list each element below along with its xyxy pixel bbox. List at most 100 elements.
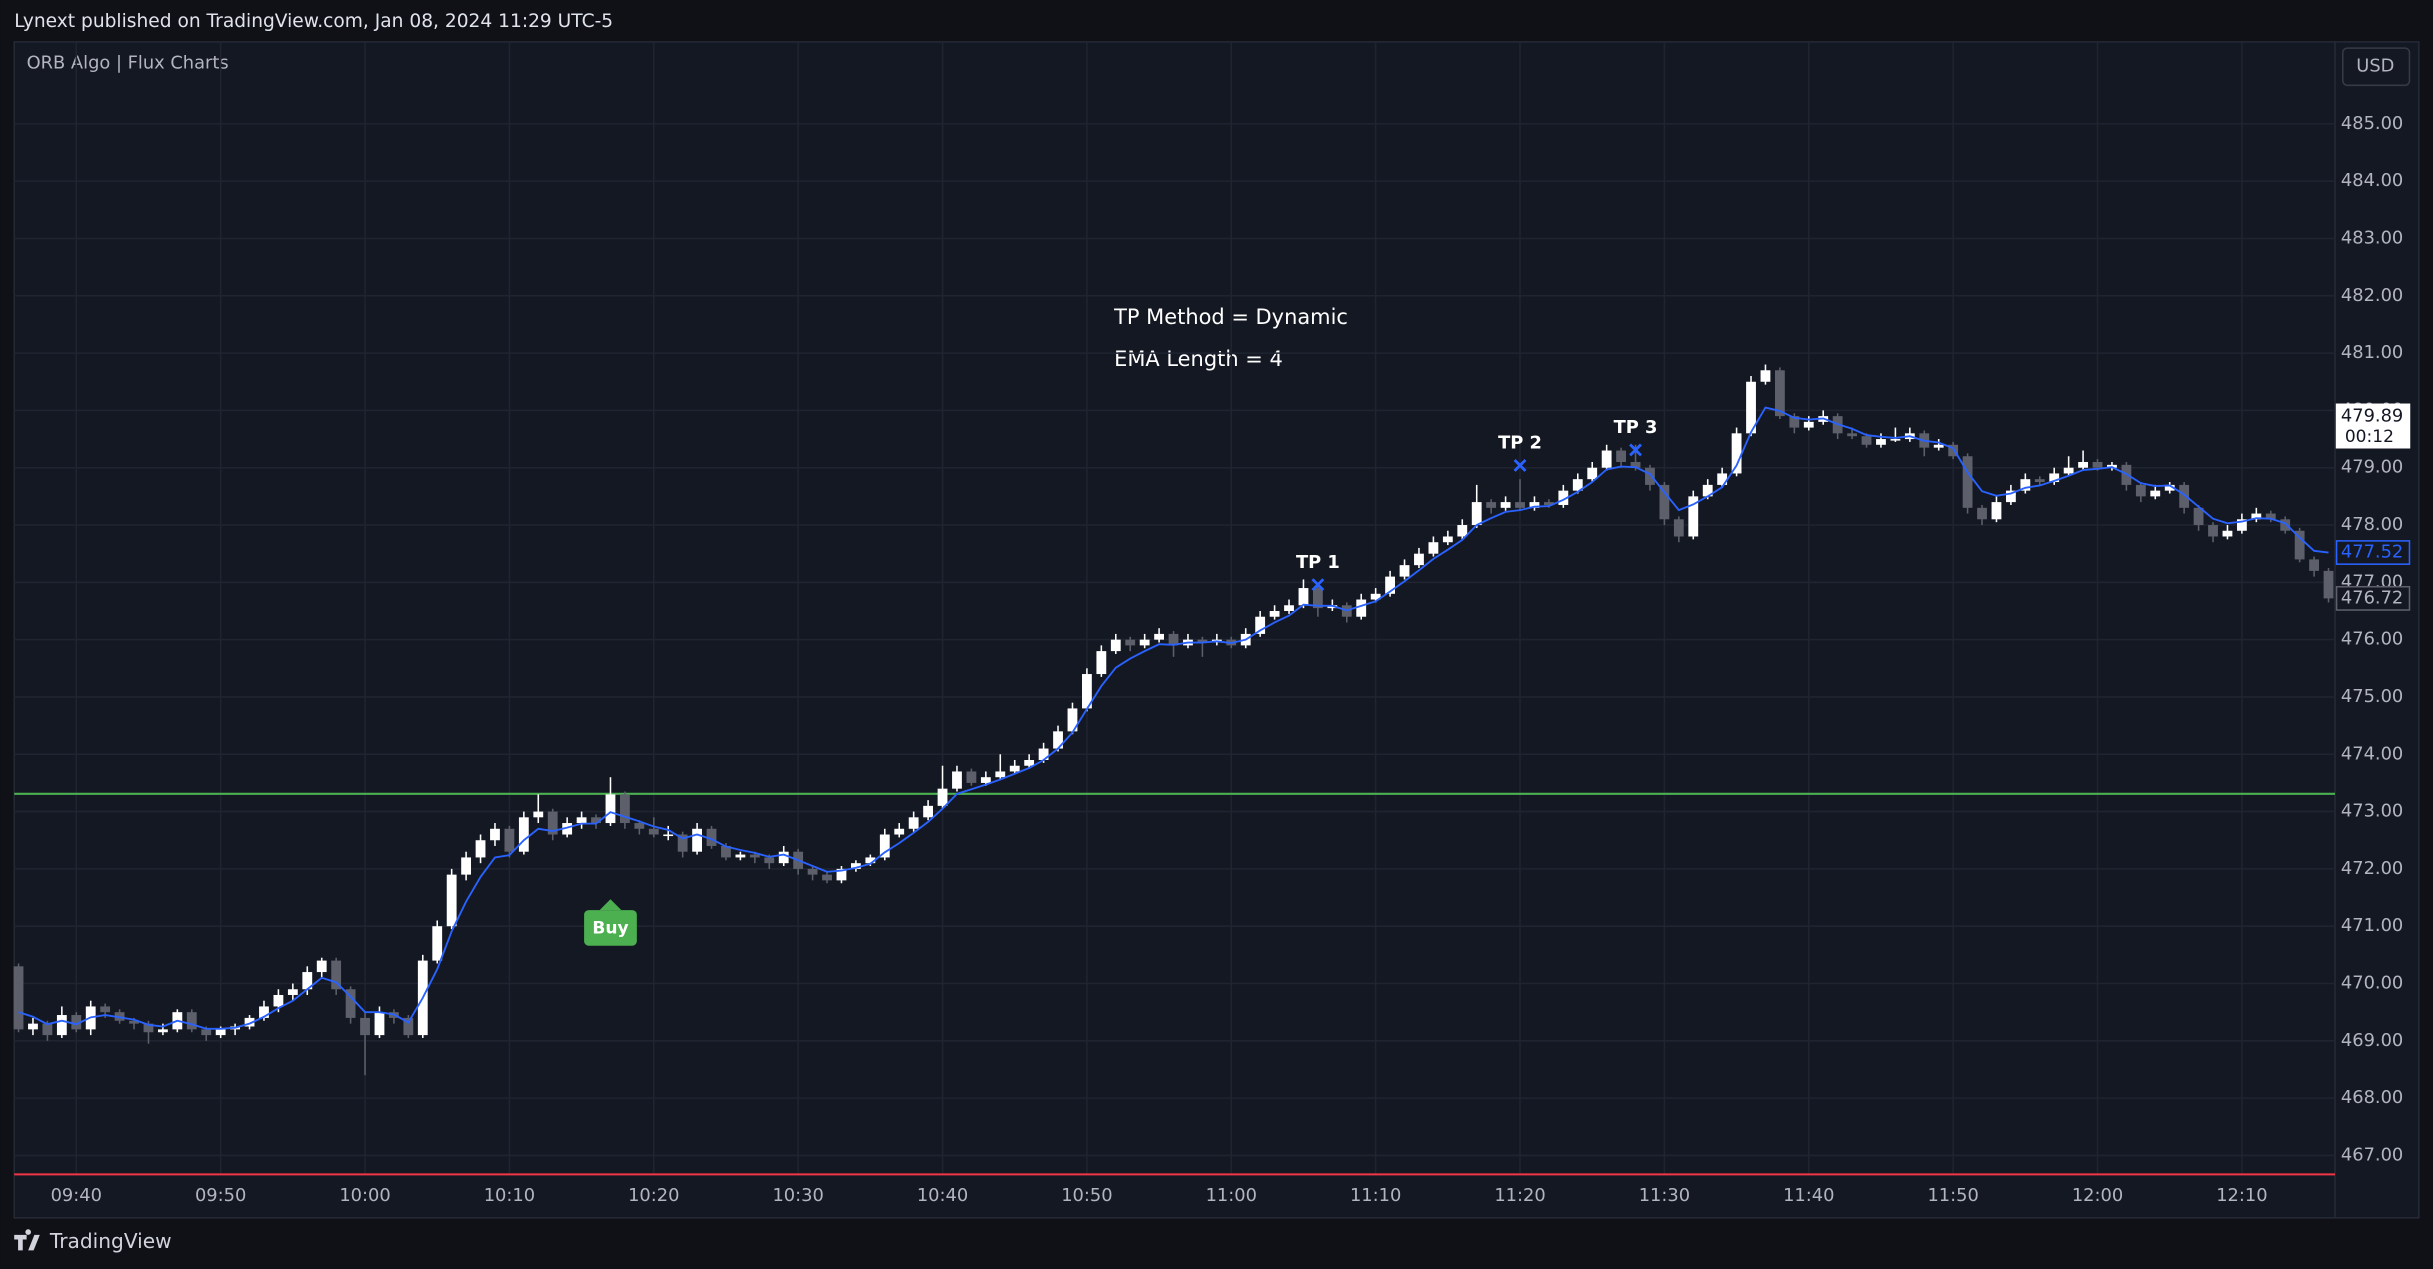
x-tick-label: 09:40 [51, 1185, 102, 1206]
tp-label: TP 2 [1498, 433, 1542, 454]
candle-body [403, 1017, 414, 1036]
price-label: 477.52 [2341, 542, 2403, 563]
candle-body [1139, 639, 1150, 646]
y-tick-label: 468.00 [2341, 1087, 2403, 1108]
candle-body [100, 1006, 111, 1013]
x-tick-label: 11:20 [1494, 1185, 1545, 1206]
candle-body [2135, 484, 2146, 497]
candle-body [1774, 370, 1785, 417]
candle-body [1009, 765, 1020, 772]
candle-body [2193, 507, 2204, 526]
x-tick-label: 10:40 [917, 1185, 968, 1206]
candle-body [1977, 507, 1987, 520]
candle-body [490, 828, 500, 841]
price-label: 476.72 [2341, 587, 2403, 608]
candle-body [1399, 565, 1410, 577]
x-tick-label: 11:30 [1639, 1185, 1690, 1206]
candle-body [1962, 456, 1973, 508]
candle-body [2294, 530, 2305, 560]
candle-body [1803, 421, 1814, 428]
candle-body [952, 771, 962, 789]
x-tick-label: 10:30 [772, 1185, 823, 1206]
candle-body [1255, 616, 1266, 634]
candle-body [1125, 639, 1136, 646]
buy-arrow [599, 899, 622, 911]
candle-body [1038, 748, 1049, 761]
candle-body [807, 868, 818, 875]
countdown: 00:12 [2345, 427, 2394, 447]
candle-body [1486, 502, 1497, 508]
candle-body [1356, 599, 1367, 617]
y-tick-label: 481.00 [2341, 342, 2403, 363]
candle-body [518, 817, 529, 852]
candle-body [345, 989, 356, 1018]
candle-body [706, 828, 717, 846]
candle-body [56, 1015, 67, 1036]
candle-body [1616, 450, 1626, 462]
candle-body [980, 777, 991, 783]
x-tick-label: 11:40 [1783, 1185, 1834, 1206]
candle-body [1154, 633, 1165, 640]
x-tick-label: 12:10 [2216, 1185, 2267, 1206]
buy-signal: Buy [584, 899, 637, 946]
price-label-box [2335, 540, 2411, 565]
candle-body [1284, 605, 1294, 611]
candle-body [721, 845, 731, 858]
candle-body [2063, 467, 2074, 474]
candle-body [2309, 559, 2319, 571]
candle-body [215, 1029, 226, 1036]
candle-body [605, 794, 616, 824]
candle-body [2179, 484, 2190, 508]
candle-body [634, 823, 645, 829]
candle-body [28, 1023, 38, 1030]
tp-marker: TP 2 [1498, 433, 1542, 472]
candle-body [1601, 450, 1612, 468]
candle-body [1659, 484, 1670, 520]
candle-body [1572, 479, 1583, 491]
candle-body [273, 994, 284, 1007]
candle-body [13, 966, 24, 1030]
candle-body [1168, 633, 1179, 646]
candle-body [562, 823, 573, 835]
candle-body [2323, 570, 2334, 599]
candle-body [71, 1015, 82, 1030]
tp-marker: TP 3 [1614, 417, 1657, 457]
currency[interactable]: USD [2356, 56, 2394, 77]
indicator-title: ORB Algo | Flux Charts [27, 53, 229, 74]
plot-area [13, 41, 2336, 1176]
candle-body [1702, 484, 1713, 497]
candle-body [2280, 519, 2291, 531]
candle-body [2164, 484, 2175, 491]
candle-body [1876, 439, 1886, 445]
price-label-box [2335, 585, 2411, 611]
candle-body [966, 771, 977, 783]
candle-body [1861, 436, 1872, 445]
candle-body [735, 854, 746, 858]
candle-body [1991, 502, 2002, 520]
candle-body [1312, 588, 1323, 609]
candle-body [1847, 433, 1857, 437]
price-label-box [2335, 403, 2411, 449]
candle-body [865, 857, 876, 864]
footer-brand: TradingView [49, 1229, 172, 1253]
candle-body [475, 840, 486, 858]
candle-body [2265, 513, 2276, 520]
candle-body [1110, 639, 1121, 652]
candle-body [2208, 525, 2218, 537]
x-tick-label: 11:50 [1927, 1185, 1978, 1206]
candle-body [1558, 490, 1569, 505]
x-tick-label: 11:00 [1206, 1185, 1257, 1206]
currency-box[interactable] [2342, 47, 2411, 87]
candle-body [1269, 610, 1280, 617]
tp-cross [1629, 443, 1642, 457]
y-tick-label: 476.00 [2341, 629, 2403, 650]
candle-body [331, 960, 342, 990]
annotation: EMA Length = 4 [1114, 347, 1283, 371]
candle-body [259, 1006, 269, 1018]
candle-body [894, 828, 905, 835]
y-tick-label: 485.00 [2341, 113, 2403, 134]
candle-body [1428, 542, 1439, 554]
candle-body [749, 854, 760, 858]
x-tick-label: 10:00 [339, 1185, 390, 1206]
